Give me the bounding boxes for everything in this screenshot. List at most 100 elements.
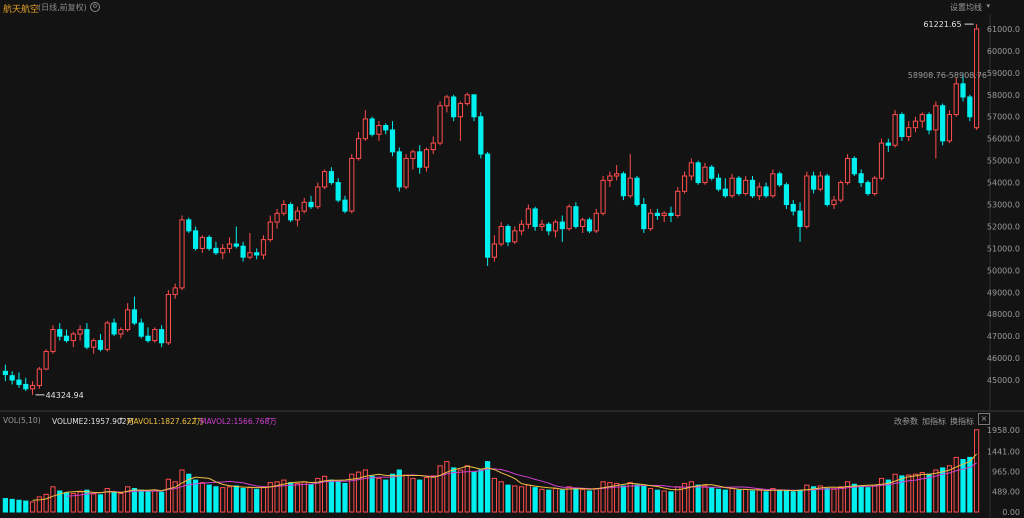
volume-bar[interactable]	[736, 489, 742, 513]
candle-body[interactable]	[77, 329, 83, 335]
candle-body[interactable]	[668, 212, 674, 216]
volume-bar[interactable]	[335, 481, 341, 513]
volume-bar[interactable]	[498, 481, 504, 513]
volume-bar[interactable]	[899, 475, 905, 513]
candle-body[interactable]	[97, 340, 104, 350]
candle-body[interactable]	[281, 204, 287, 214]
volume-bar[interactable]	[973, 429, 980, 513]
volume-bar[interactable]	[301, 481, 307, 513]
volume-bar[interactable]	[933, 469, 939, 513]
candle-body[interactable]	[763, 186, 769, 197]
candle-body[interactable]	[505, 225, 511, 243]
volume-bar[interactable]	[661, 490, 667, 513]
volume-bar[interactable]	[362, 469, 368, 513]
volume-bar[interactable]	[77, 491, 83, 513]
volume-bar[interactable]	[763, 491, 769, 513]
volume-bar[interactable]	[620, 485, 627, 513]
volume-bar[interactable]	[288, 482, 294, 513]
volume-bar[interactable]	[906, 474, 912, 513]
volume-bar[interactable]	[532, 487, 538, 513]
candle-body[interactable]	[770, 173, 776, 197]
candle-body[interactable]	[512, 230, 518, 243]
switch-indicator-button[interactable]: 换指标	[950, 417, 974, 426]
volume-bar[interactable]	[749, 490, 756, 513]
volume-bar[interactable]	[641, 485, 647, 513]
volume-bar[interactable]	[369, 475, 375, 513]
volume-bar[interactable]	[383, 479, 389, 513]
candle-body[interactable]	[681, 175, 688, 192]
volume-bar[interactable]	[831, 488, 837, 513]
candle-body[interactable]	[838, 182, 844, 201]
candle-body[interactable]	[912, 120, 919, 129]
volume-bar[interactable]	[199, 482, 205, 513]
volume-bar[interactable]	[57, 490, 63, 513]
candle-body[interactable]	[783, 184, 790, 206]
candle-body[interactable]	[960, 83, 966, 98]
volume-bar[interactable]	[315, 477, 321, 513]
candle-body[interactable]	[29, 385, 36, 390]
candle-body[interactable]	[430, 142, 436, 151]
candle-body[interactable]	[722, 188, 728, 197]
candle-body[interactable]	[661, 212, 667, 216]
candle-body[interactable]	[145, 335, 151, 342]
candle-body[interactable]	[539, 223, 545, 227]
volume-bar[interactable]	[131, 487, 138, 513]
volume-bar[interactable]	[158, 491, 165, 513]
volume-bar[interactable]	[349, 473, 355, 513]
volume-bar[interactable]	[192, 479, 199, 513]
volume-bar[interactable]	[892, 473, 898, 513]
candle-body[interactable]	[288, 204, 294, 221]
volume-bar[interactable]	[294, 482, 301, 513]
candle-body[interactable]	[471, 94, 477, 118]
volume-bar[interactable]	[681, 482, 688, 513]
volume-bar[interactable]	[342, 482, 348, 513]
volume-bar[interactable]	[838, 486, 844, 513]
candle-body[interactable]	[91, 340, 97, 348]
volume-bar[interactable]	[125, 486, 131, 513]
candle-body[interactable]	[885, 142, 891, 146]
volume-bar[interactable]	[912, 473, 919, 513]
candle-body[interactable]	[607, 175, 613, 181]
volume-bar[interactable]	[226, 486, 233, 513]
volume-bar[interactable]	[213, 486, 219, 513]
volume-bar[interactable]	[614, 482, 620, 513]
candle-body[interactable]	[301, 201, 307, 212]
close-icon[interactable]: ×	[978, 413, 990, 425]
candle-body[interactable]	[111, 322, 117, 335]
candle-body[interactable]	[383, 125, 389, 131]
candle-body[interactable]	[559, 221, 565, 230]
volume-bar[interactable]	[817, 485, 824, 513]
candle-body[interactable]	[810, 175, 817, 190]
candle-body[interactable]	[872, 177, 878, 195]
candle-body[interactable]	[186, 219, 192, 232]
volume-bar[interactable]	[220, 487, 226, 513]
volume-bar[interactable]	[23, 500, 29, 513]
candle-body[interactable]	[84, 329, 90, 348]
volume-bar[interactable]	[525, 484, 531, 513]
volume-bar[interactable]	[953, 456, 959, 513]
volume-bar[interactable]	[702, 485, 708, 513]
volume-bar[interactable]	[783, 490, 790, 513]
candle-body[interactable]	[634, 177, 640, 206]
volume-bar[interactable]	[688, 481, 694, 513]
candle-body[interactable]	[152, 329, 158, 342]
candle-body[interactable]	[16, 379, 22, 385]
volume-bar[interactable]	[43, 493, 49, 513]
volume-bar[interactable]	[695, 484, 701, 513]
volume-bar[interactable]	[247, 487, 253, 513]
instrument-title[interactable]: 航天航空	[3, 5, 40, 15]
candle-body[interactable]	[620, 173, 627, 197]
candle-body[interactable]	[967, 96, 973, 118]
volume-bar[interactable]	[308, 484, 314, 513]
volume-bar[interactable]	[940, 467, 946, 513]
candle-body[interactable]	[206, 236, 212, 249]
volume-bar[interactable]	[138, 489, 144, 513]
volume-bar[interactable]	[797, 489, 803, 513]
candle-body[interactable]	[491, 243, 498, 258]
volume-bar[interactable]	[36, 496, 42, 513]
candle-body[interactable]	[36, 368, 42, 387]
candle-body[interactable]	[342, 199, 348, 212]
candle-body[interactable]	[546, 223, 552, 232]
volume-bar[interactable]	[573, 487, 579, 513]
volume-bar[interactable]	[260, 486, 267, 513]
